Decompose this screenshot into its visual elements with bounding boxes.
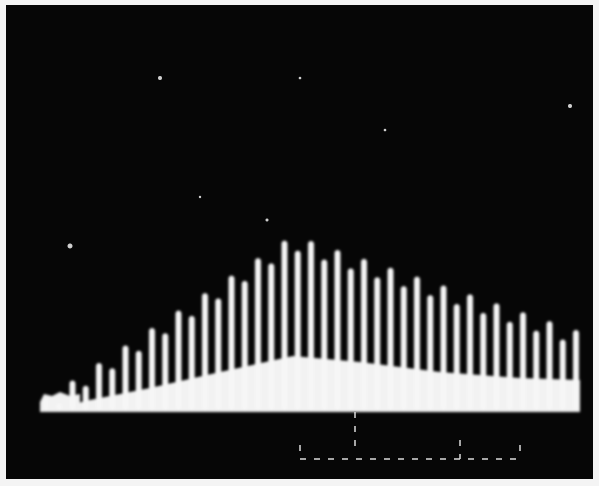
spike — [136, 351, 142, 410]
speck — [299, 77, 302, 80]
spike — [242, 281, 248, 410]
spike — [374, 277, 380, 410]
spike — [454, 304, 460, 410]
spike — [361, 259, 367, 410]
spike — [348, 268, 354, 410]
spike — [573, 330, 579, 410]
spike — [480, 313, 486, 410]
spike — [268, 263, 274, 410]
speck — [68, 244, 73, 249]
spike — [560, 340, 566, 410]
spike — [388, 268, 394, 410]
spike — [162, 333, 168, 410]
spike — [467, 294, 473, 410]
page-body: {} (() => { JSON.parse(document.getEleme… — [0, 0, 599, 486]
spike — [520, 312, 526, 410]
speck — [199, 196, 201, 198]
spike — [295, 251, 301, 410]
spike — [176, 311, 182, 410]
spike — [441, 286, 447, 410]
spike — [70, 381, 76, 410]
spike — [123, 346, 129, 410]
spike — [321, 259, 327, 410]
speck — [266, 219, 269, 222]
spike — [109, 368, 115, 410]
spike — [215, 298, 221, 410]
spike — [414, 277, 420, 410]
spike — [189, 316, 195, 410]
spike — [547, 321, 553, 410]
spike — [282, 241, 288, 410]
spike — [401, 286, 407, 410]
spike — [43, 398, 49, 410]
spike — [56, 403, 62, 410]
spike — [255, 258, 261, 410]
spike — [533, 331, 539, 410]
spike — [149, 328, 155, 410]
spike — [427, 295, 433, 410]
spike — [96, 363, 102, 410]
speck — [568, 104, 572, 108]
spike — [83, 386, 89, 410]
spike — [335, 250, 341, 410]
page: html, body { margin: 0; padding: 0; back… — [0, 0, 599, 486]
speck — [158, 76, 162, 80]
spike — [507, 322, 513, 410]
spike — [202, 293, 208, 410]
speck — [384, 129, 387, 132]
spike — [229, 276, 235, 410]
spike — [308, 241, 314, 410]
spike — [494, 303, 500, 410]
oscilloscope-photo — [0, 0, 599, 486]
